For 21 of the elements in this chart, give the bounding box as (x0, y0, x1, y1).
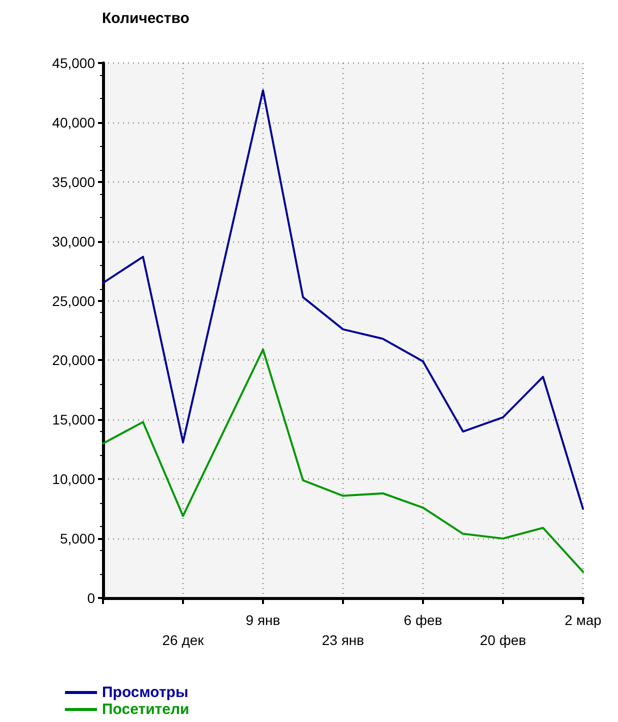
y-tick-label: 15,000 (52, 412, 96, 428)
x-tick-label: 2 мар (564, 612, 602, 628)
x-tick-label: 9 янв (246, 612, 280, 628)
x-tick-label: 26 дек (162, 632, 205, 648)
x-tick-label: 20 фев (480, 632, 526, 648)
y-tick-label: 25,000 (52, 292, 96, 309)
x-tick-label: 6 фев (404, 612, 442, 628)
y-tick-label: 5,000 (60, 530, 96, 547)
y-axis-title: Количество (102, 10, 190, 27)
x-tick-label: 23 янв (322, 632, 364, 648)
line-series (102, 348, 584, 573)
y-tick-label: 30,000 (52, 233, 96, 250)
y-tick-label: 35,000 (52, 174, 96, 190)
y-tick-label: 0 (87, 590, 96, 606)
y-tick-label: 10,000 (52, 471, 96, 488)
legend-label: Посетители (102, 701, 190, 718)
y-tick-label: 40,000 (52, 114, 96, 130)
y-tick-label: 20,000 (52, 352, 96, 368)
y-tick-label: 45,000 (52, 55, 96, 71)
legend-label: Просмотры (102, 684, 188, 701)
line-series (102, 89, 584, 510)
